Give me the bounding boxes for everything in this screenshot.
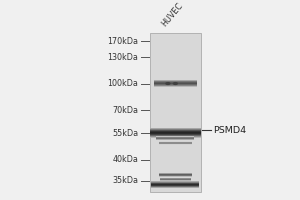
Text: 55kDa: 55kDa: [112, 129, 138, 138]
Text: 35kDa: 35kDa: [112, 176, 138, 185]
Bar: [154, 82, 197, 83]
Bar: [154, 80, 197, 81]
Bar: [150, 129, 201, 130]
Bar: [151, 184, 200, 185]
Text: 130kDa: 130kDa: [107, 53, 138, 62]
Bar: [151, 182, 200, 183]
Bar: [150, 137, 201, 138]
Bar: [154, 86, 197, 87]
Bar: [150, 128, 201, 129]
Bar: [151, 187, 200, 188]
Text: 70kDa: 70kDa: [112, 106, 138, 115]
Bar: [151, 185, 200, 186]
Bar: [154, 83, 197, 84]
Bar: [150, 130, 201, 131]
Bar: [150, 133, 201, 134]
Text: HUVEC: HUVEC: [160, 1, 185, 29]
Bar: [150, 132, 201, 133]
Bar: [151, 183, 200, 184]
Bar: [154, 84, 197, 85]
Ellipse shape: [173, 82, 178, 85]
Bar: [150, 136, 201, 137]
Bar: [154, 85, 197, 86]
Ellipse shape: [165, 82, 171, 85]
Text: 40kDa: 40kDa: [112, 155, 138, 164]
Bar: [150, 135, 201, 136]
Bar: [150, 134, 201, 135]
Text: 100kDa: 100kDa: [107, 79, 138, 88]
Text: PSMD4: PSMD4: [213, 126, 246, 135]
Bar: [154, 81, 197, 82]
Bar: [150, 131, 201, 132]
Text: 170kDa: 170kDa: [107, 37, 138, 46]
Bar: [150, 33, 201, 192]
Bar: [151, 186, 200, 187]
Bar: [151, 181, 200, 182]
